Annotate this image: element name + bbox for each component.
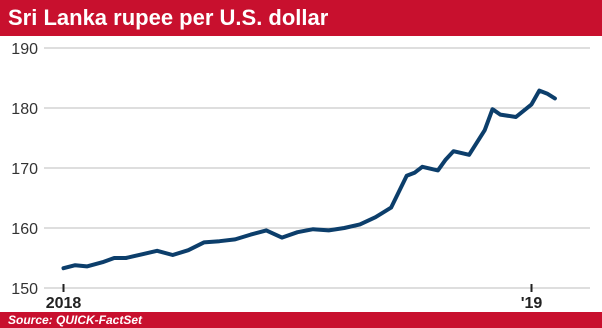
line-chart: 190 180 170 160 150 2018 '19 [11, 41, 590, 312]
series-line-0 [61, 88, 557, 271]
y-tick-label: 160 [11, 221, 38, 238]
chart-title: Sri Lanka rupee per U.S. dollar [0, 0, 602, 36]
x-tick-label: 2018 [46, 295, 82, 312]
grid-layer [44, 47, 590, 289]
chart-area: 190 180 170 160 150 2018 '19 [0, 36, 602, 312]
y-tick-label: 180 [11, 101, 38, 118]
y-tick-label: 170 [11, 161, 38, 178]
axis-layer: 190 180 170 160 150 2018 '19 [11, 41, 542, 312]
source-note: Source: QUICK-FactSet [0, 312, 602, 328]
y-tick-label: 150 [11, 281, 38, 298]
x-tick-label: '19 [521, 295, 543, 312]
y-tick-label: 190 [11, 41, 38, 58]
series-layer [61, 88, 557, 271]
